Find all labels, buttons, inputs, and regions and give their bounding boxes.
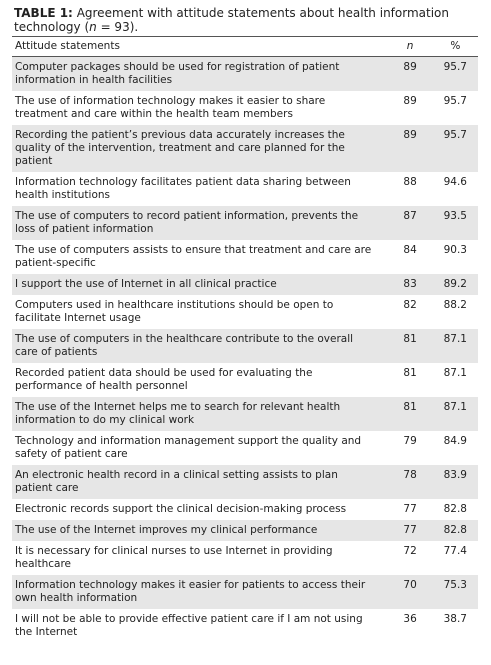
number-cell: 83 (387, 274, 433, 295)
table-row: It is necessary for clinical nurses to u… (12, 541, 478, 575)
statement-cell: An electronic health record in a clinica… (12, 465, 388, 499)
statement-cell: Technology and information management su… (15, 435, 362, 460)
table-row: Recording the patient’s previous data ac… (12, 125, 478, 172)
number-cell: 93.5 (432, 206, 478, 240)
table-row: Computer packages should be used for reg… (12, 56, 478, 91)
number-cell: 89.2 (432, 274, 478, 295)
number-cell: 88 (403, 176, 417, 188)
statement-cell: The use of information technology makes … (15, 95, 326, 120)
number-cell: 87 (387, 206, 433, 240)
number-cell: 81 (387, 329, 433, 363)
number-cell: 77.4 (443, 545, 467, 557)
caption-text: Agreement with attitude statements about… (14, 6, 449, 34)
table-body: Computer packages should be used for reg… (12, 56, 478, 644)
number-cell: 36 (403, 613, 417, 625)
table-block: TABLE 1: Agreement with attitude stateme… (12, 6, 478, 643)
statement-cell: Computers used in healthcare institution… (15, 299, 334, 324)
caption-label: TABLE 1: (14, 6, 73, 20)
statement-cell: I will not be able to provide effective … (15, 613, 363, 638)
table-row: Information technology facilitates patie… (12, 172, 478, 206)
table-row: The use of information technology makes … (12, 91, 478, 125)
statement-cell: Computer packages should be used for reg… (12, 56, 388, 91)
number-cell: 70 (387, 575, 433, 609)
number-cell: 89 (387, 125, 433, 172)
number-cell: 78 (387, 465, 433, 499)
table-row: I support the use of Internet in all cli… (12, 274, 478, 295)
statement-cell: Recorded patient data should be used for… (15, 367, 313, 392)
number-cell: 87.1 (432, 329, 478, 363)
statement-cell: Electronic records support the clinical … (15, 503, 347, 515)
caption-rest: = 93). (96, 20, 139, 34)
number-cell: 72 (403, 545, 417, 557)
statement-cell: The use of the Internet improves my clin… (12, 520, 388, 541)
number-cell: 95.7 (432, 125, 478, 172)
number-cell: 77 (387, 520, 433, 541)
number-cell: 84.9 (443, 435, 467, 447)
header-cell: % (432, 37, 478, 57)
statement-cell: It is necessary for clinical nurses to u… (15, 545, 333, 570)
table-row: The use of computers in the healthcare c… (12, 329, 478, 363)
number-cell: 77 (403, 503, 417, 515)
statement-cell: The use of computers assists to ensure t… (15, 244, 372, 269)
number-cell: 82.8 (432, 520, 478, 541)
number-cell: 82.8 (443, 503, 467, 515)
number-cell: 90.3 (443, 244, 467, 256)
table-row: Technology and information management su… (12, 431, 478, 465)
statement-cell: Information technology makes it easier f… (12, 575, 388, 609)
table-row: The use of the Internet improves my clin… (12, 520, 478, 541)
number-cell: 84 (403, 244, 417, 256)
number-cell: 89 (387, 56, 433, 91)
table-row: An electronic health record in a clinica… (12, 465, 478, 499)
number-cell: 94.6 (443, 176, 467, 188)
table-row: Recorded patient data should be used for… (12, 363, 478, 397)
number-cell: 75.3 (432, 575, 478, 609)
table-row: The use of the Internet helps me to sear… (12, 397, 478, 431)
number-cell: 79 (403, 435, 417, 447)
caption-n: n (89, 20, 97, 34)
statement-cell: The use of computers in the healthcare c… (12, 329, 388, 363)
number-cell: 81 (387, 397, 433, 431)
number-cell: 95.7 (443, 95, 467, 107)
number-cell: 89 (403, 95, 417, 107)
header-cell: n (387, 37, 433, 57)
table-row: Electronic records support the clinical … (12, 499, 478, 520)
number-cell: 95.7 (432, 56, 478, 91)
number-cell: 83.9 (432, 465, 478, 499)
header-row: Attitude statements n % (12, 37, 478, 57)
number-cell: 87.1 (432, 397, 478, 431)
table-row: Computers used in healthcare institution… (12, 295, 478, 329)
table-row: I will not be able to provide effective … (12, 609, 478, 643)
number-cell: 81 (403, 367, 417, 379)
table-row: The use of computers to record patient i… (12, 206, 478, 240)
statement-cell: Recording the patient’s previous data ac… (12, 125, 388, 172)
number-cell: 82 (403, 299, 417, 311)
statement-cell: I support the use of Internet in all cli… (12, 274, 388, 295)
header-cell: Attitude statements (12, 37, 388, 57)
number-cell: 87.1 (443, 367, 467, 379)
caption: TABLE 1: Agreement with attitude stateme… (12, 6, 478, 37)
number-cell: 38.7 (443, 613, 467, 625)
statement-cell: The use of computers to record patient i… (12, 206, 388, 240)
number-cell: 88.2 (443, 299, 467, 311)
statement-cell: The use of the Internet helps me to sear… (12, 397, 388, 431)
statement-cell: Information technology facilitates patie… (15, 176, 351, 201)
table-row: Information technology makes it easier f… (12, 575, 478, 609)
table-row: The use of computers assists to ensure t… (12, 240, 478, 274)
table: Attitude statements n % Computer package… (12, 37, 478, 643)
